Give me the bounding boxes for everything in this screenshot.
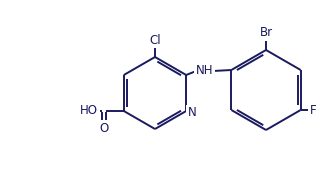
Text: O: O	[99, 121, 109, 135]
Text: N: N	[188, 107, 197, 119]
Text: Cl: Cl	[149, 33, 161, 47]
Text: Br: Br	[259, 27, 272, 39]
Text: HO: HO	[80, 104, 98, 118]
Text: NH: NH	[196, 64, 213, 78]
Text: F: F	[310, 104, 317, 116]
